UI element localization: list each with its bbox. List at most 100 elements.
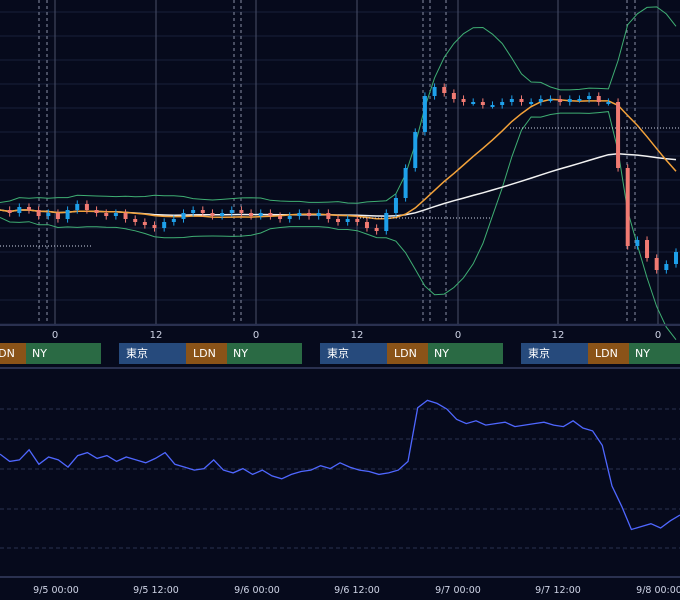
session-bar: 東京 LDN NY [119, 343, 302, 364]
candle-body [152, 225, 157, 228]
candle-body [461, 99, 466, 102]
candle-body [432, 87, 437, 96]
candle-body [326, 213, 331, 219]
x-tick-label: 12 [150, 330, 163, 341]
date-tick-label: 9/7 12:00 [535, 585, 581, 596]
candle-body [142, 222, 147, 225]
candle-body [75, 204, 80, 210]
candle-body [287, 216, 292, 219]
candle-body [113, 213, 118, 216]
candle-body [258, 213, 263, 216]
x-tick-label: 0 [455, 330, 461, 341]
candle-body [191, 210, 196, 213]
candle-body [345, 219, 350, 222]
session-london-label: LDN [193, 347, 216, 360]
session-london [387, 343, 428, 364]
candle-body [55, 213, 60, 219]
session-london-label: LDN [394, 347, 417, 360]
candle-body [654, 258, 659, 270]
session-london [0, 343, 26, 364]
moving-average-orange [0, 98, 677, 220]
x-tick-label: 0 [253, 330, 259, 341]
top-grid [0, 0, 680, 325]
candle-body [374, 228, 379, 231]
session-newyork-label: NY [434, 347, 449, 360]
date-tick-label: 9/5 12:00 [133, 585, 179, 596]
candle-body [229, 210, 234, 213]
candle-body [171, 219, 176, 222]
session-london [186, 343, 227, 364]
candle-body [316, 213, 321, 216]
session-london [588, 343, 629, 364]
candle-body [297, 213, 302, 216]
session-tokyo-label: 東京 [126, 346, 148, 360]
bottom-grid [0, 408, 680, 549]
session-bar: 東京 LDN NY [521, 343, 680, 364]
date-tick-label: 9/6 00:00 [234, 585, 280, 596]
indicator-line [0, 399, 680, 531]
session-newyork-label: NY [635, 347, 650, 360]
candles [7, 83, 678, 274]
session-bar: LDN NY [0, 343, 101, 364]
candle-body [7, 210, 12, 213]
candle-body [635, 240, 640, 246]
candle-body [46, 213, 51, 216]
candle-body [181, 213, 186, 219]
x-tick-label: 12 [351, 330, 364, 341]
candle-body [567, 99, 572, 102]
candle-body [519, 99, 524, 102]
candle-body [249, 213, 254, 216]
date-tick-label: 9/5 00:00 [33, 585, 79, 596]
candle-body [490, 105, 495, 107]
candle-body [616, 102, 621, 168]
session-tokyo [119, 343, 186, 364]
candle-body [625, 168, 630, 246]
session-tokyo-label: 東京 [528, 346, 550, 360]
candle-body [162, 222, 167, 228]
candle-body [587, 96, 592, 99]
candle-body [210, 213, 215, 216]
candle-body [674, 252, 678, 264]
candle-body [65, 210, 70, 219]
moving-average-white [0, 152, 677, 217]
candle-body [17, 207, 22, 213]
candle-body [336, 219, 340, 222]
candle-body [94, 210, 99, 213]
candle-body [36, 210, 41, 216]
candle-body [239, 210, 244, 213]
candle-body [355, 219, 360, 222]
candle-body [268, 213, 273, 216]
candle-body [422, 96, 427, 132]
candle-body [664, 264, 669, 270]
candle-body [220, 213, 225, 216]
candle-body [133, 219, 138, 222]
candle-body [123, 213, 128, 219]
candle-body [364, 222, 369, 228]
candle-body [84, 204, 89, 210]
session-tokyo-label: 東京 [327, 346, 349, 360]
bollinger-upper [0, 6, 677, 204]
session-newyork-label: NY [32, 347, 47, 360]
candle-body [606, 102, 611, 104]
session-newyork [428, 343, 503, 364]
session-london-label: LDN [595, 347, 618, 360]
x-tick-label: 12 [552, 330, 565, 341]
candle-body [645, 240, 650, 258]
x-tick-label: 0 [655, 330, 661, 341]
session-newyork [629, 343, 680, 364]
candle-body [471, 102, 476, 104]
session-bar: 東京 LDN NY [320, 343, 503, 364]
date-tick-label: 9/8 00:00 [636, 585, 680, 596]
date-tick-label: 9/7 00:00 [435, 585, 481, 596]
session-tokyo [320, 343, 387, 364]
candle-body [509, 99, 514, 102]
candle-body [104, 213, 109, 216]
candle-body [529, 102, 534, 104]
candle-body [451, 93, 456, 99]
candle-body [442, 87, 447, 93]
candle-body [413, 132, 418, 168]
candle-body [538, 99, 543, 102]
session-london-label: LDN [0, 347, 15, 360]
